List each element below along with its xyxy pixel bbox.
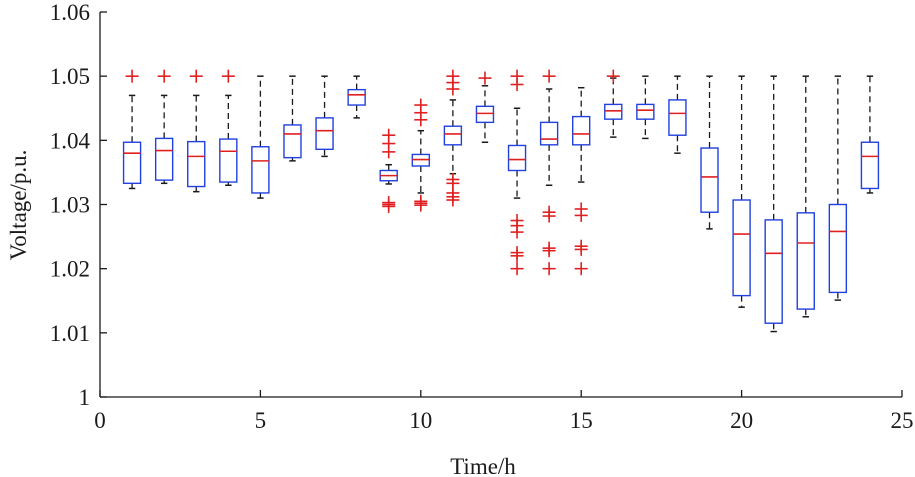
box-group-22 bbox=[796, 75, 815, 318]
x-tick-label: 0 bbox=[94, 408, 106, 433]
outlier-marker bbox=[606, 69, 620, 83]
iqr-box bbox=[604, 103, 623, 120]
box-group-13 bbox=[507, 69, 527, 276]
iqr-box bbox=[860, 141, 880, 190]
outlier-marker bbox=[510, 249, 524, 263]
outlier-marker bbox=[382, 145, 396, 159]
iqr-box bbox=[251, 146, 270, 194]
outlier-marker bbox=[510, 225, 524, 239]
outlier-marker bbox=[478, 71, 492, 85]
ticks-layer: 0 5 10 15 20 25 1 1.01 1.02 1.03 1.04 1.05 1.06 bbox=[50, 0, 914, 433]
iqr-box bbox=[764, 219, 783, 324]
y-tick-label: 1.01 bbox=[50, 321, 90, 346]
box-group-20 bbox=[732, 75, 751, 308]
outlier-marker bbox=[542, 209, 556, 223]
y-tick-label: 1.05 bbox=[50, 64, 90, 89]
outlier-marker bbox=[125, 69, 139, 83]
box-group-3 bbox=[187, 69, 206, 193]
box-group-14 bbox=[539, 69, 559, 276]
box-group-6 bbox=[283, 75, 302, 162]
box-group-24 bbox=[860, 75, 880, 194]
outlier-marker bbox=[157, 69, 171, 83]
iqr-box bbox=[187, 140, 206, 188]
box-group-10 bbox=[411, 98, 430, 212]
box-group-19 bbox=[700, 75, 719, 230]
outlier-marker bbox=[446, 193, 460, 207]
outlier-marker bbox=[510, 78, 524, 92]
box-group-21 bbox=[764, 75, 783, 333]
box-group-12 bbox=[475, 71, 495, 144]
iqr-box bbox=[283, 124, 302, 159]
box-group-2 bbox=[154, 69, 174, 185]
box-group-16 bbox=[604, 69, 623, 138]
box-group-15 bbox=[572, 86, 591, 276]
y-tick-label: 1.03 bbox=[50, 193, 90, 218]
iqr-box bbox=[796, 212, 815, 310]
outlier-marker bbox=[542, 244, 556, 258]
iqr-box bbox=[828, 203, 848, 294]
x-tick-label: 25 bbox=[891, 408, 914, 433]
iqr-box bbox=[154, 137, 174, 181]
iqr-box bbox=[668, 99, 687, 136]
x-tick-label: 10 bbox=[409, 408, 432, 433]
iqr-box bbox=[219, 138, 238, 183]
iqr-box bbox=[572, 115, 591, 146]
outlier-marker bbox=[382, 199, 396, 213]
iqr-box bbox=[700, 147, 719, 213]
x-axis-title: Time/h bbox=[450, 454, 516, 477]
outlier-marker bbox=[574, 242, 588, 256]
outlier-marker bbox=[542, 69, 556, 83]
iqr-box bbox=[475, 105, 495, 124]
iqr-box bbox=[347, 88, 366, 106]
box-group-1 bbox=[122, 69, 142, 190]
x-tick-label: 5 bbox=[255, 408, 267, 433]
box-group-9 bbox=[379, 128, 398, 213]
outlier-marker bbox=[574, 208, 588, 222]
boxes-layer bbox=[122, 69, 880, 333]
iqr-box bbox=[315, 117, 334, 151]
iqr-box bbox=[443, 125, 463, 146]
box-group-17 bbox=[636, 75, 655, 140]
iqr-box bbox=[732, 199, 751, 297]
outlier-marker bbox=[189, 69, 203, 83]
iqr-box bbox=[636, 103, 655, 120]
box-group-8 bbox=[347, 75, 366, 119]
box-group-5 bbox=[251, 75, 270, 199]
box-group-4 bbox=[219, 69, 238, 186]
outlier-marker bbox=[574, 262, 588, 276]
iqr-box bbox=[122, 141, 142, 185]
y-tick-label: 1.02 bbox=[50, 257, 90, 282]
axes-layer bbox=[99, 12, 902, 398]
x-tick-label: 15 bbox=[570, 408, 593, 433]
outlier-marker bbox=[542, 262, 556, 276]
outlier-marker bbox=[446, 82, 460, 96]
y-axis-title: Voltage/p.u. bbox=[6, 150, 31, 261]
y-tick-label: 1.06 bbox=[50, 0, 90, 25]
box-group-23 bbox=[828, 75, 848, 301]
y-tick-label: 1 bbox=[79, 385, 91, 410]
box-group-11 bbox=[443, 69, 463, 207]
iqr-box bbox=[507, 144, 527, 172]
iqr-box bbox=[539, 121, 559, 146]
y-tick-label: 1.04 bbox=[50, 128, 91, 153]
box-group-7 bbox=[315, 75, 334, 158]
outlier-marker bbox=[414, 113, 428, 127]
outlier-marker bbox=[510, 262, 524, 276]
box-group-18 bbox=[668, 75, 687, 154]
outlier-marker bbox=[221, 69, 235, 83]
x-tick-label: 20 bbox=[730, 408, 753, 433]
outlier-marker bbox=[414, 198, 428, 212]
